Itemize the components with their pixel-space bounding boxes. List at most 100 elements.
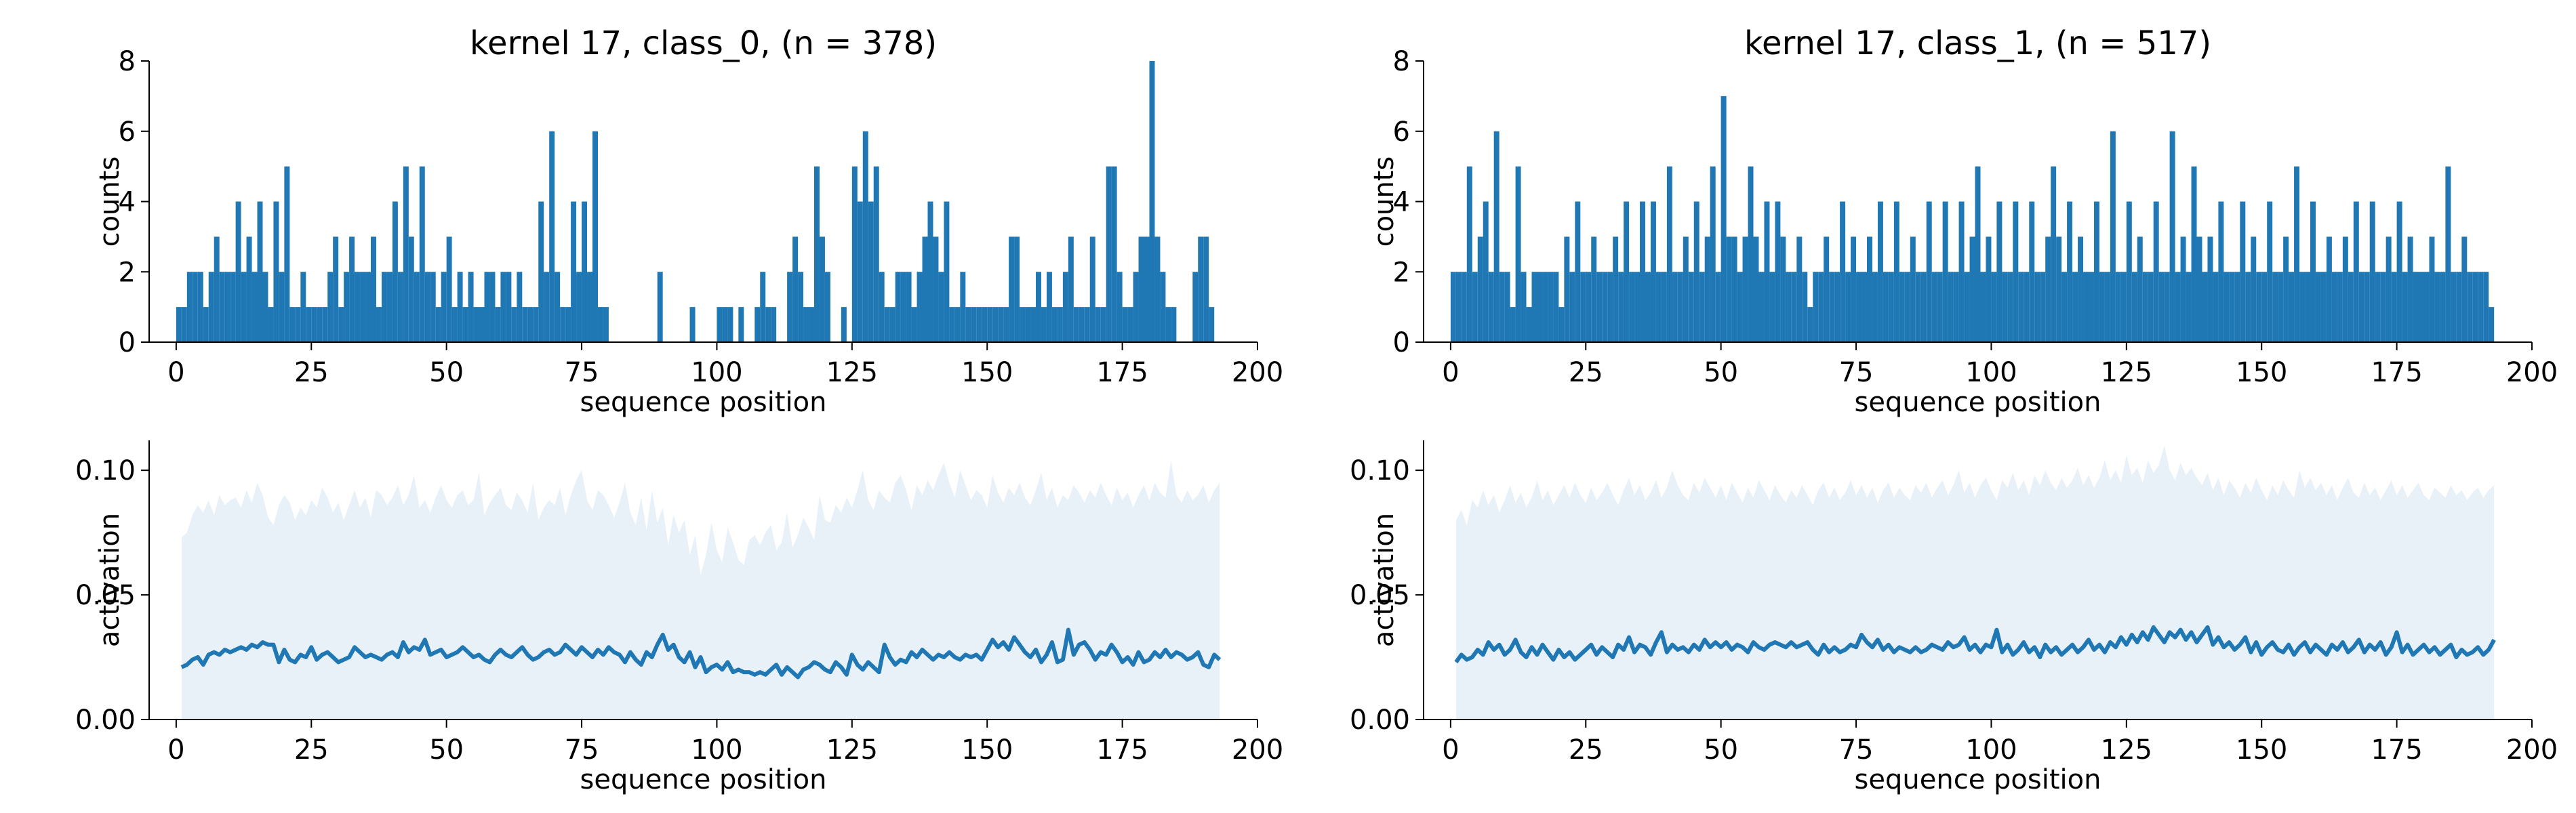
histogram-bar xyxy=(727,307,733,342)
histogram-bar xyxy=(1780,236,1786,342)
histogram-bar xyxy=(506,272,512,342)
histogram-bar xyxy=(1975,166,1981,342)
y-axis-label: activation xyxy=(94,513,125,647)
histogram-bar xyxy=(792,236,799,342)
histogram-bar xyxy=(2386,236,2392,342)
histogram-bar xyxy=(1564,236,1570,342)
x-tick-label: 100 xyxy=(1965,357,2017,388)
histogram-bar xyxy=(819,236,825,342)
histogram-bar xyxy=(1715,272,1721,342)
histogram-bar xyxy=(2061,272,2068,342)
y-tick-label: 8 xyxy=(1393,46,1410,77)
histogram-bar xyxy=(1829,272,1835,342)
histogram-bar xyxy=(1683,236,1689,342)
histogram-bar xyxy=(555,272,561,342)
histogram-bar xyxy=(765,307,771,342)
histogram-bar xyxy=(2007,272,2013,342)
histogram-bar xyxy=(1867,236,1872,342)
y-tick-label: 2 xyxy=(1393,257,1410,288)
histogram-bar xyxy=(722,307,728,342)
histogram-bar xyxy=(2342,236,2348,342)
histogram-bar xyxy=(2083,272,2089,342)
mean-activation-line xyxy=(1454,625,2496,664)
y-tick-label: 6 xyxy=(1393,117,1410,148)
histogram-bar xyxy=(268,307,274,342)
histogram-bar xyxy=(1688,272,1694,342)
histogram-bar xyxy=(2110,131,2116,342)
histogram-bar xyxy=(2467,272,2473,342)
histogram-bar xyxy=(295,307,301,342)
histogram-bar xyxy=(2337,272,2343,342)
histogram-bar xyxy=(565,307,571,342)
histogram-bar xyxy=(473,307,479,342)
histogram-bar xyxy=(1753,236,1759,342)
mean-activation-line xyxy=(180,627,1222,680)
histogram-bar xyxy=(1192,272,1199,342)
histogram-bar xyxy=(1958,201,1965,342)
histogram-bar xyxy=(186,272,193,342)
histogram-bar xyxy=(587,272,592,342)
y-tick-label: 0.10 xyxy=(75,455,136,486)
histogram-bar xyxy=(2489,307,2495,342)
histogram-bar xyxy=(1144,236,1150,342)
histogram-bar xyxy=(597,307,603,342)
histogram-bar xyxy=(1969,236,1975,342)
histogram-bar xyxy=(738,307,744,342)
x-tick-label: 100 xyxy=(691,357,742,388)
histogram-bar xyxy=(1477,236,1483,342)
histogram-bar xyxy=(500,272,506,342)
y-axis-label: counts xyxy=(94,157,125,247)
x-tick-label: 0 xyxy=(167,734,184,766)
histogram-bar xyxy=(1677,272,1683,342)
histogram-bar xyxy=(371,236,376,342)
histogram-bar xyxy=(2229,272,2235,342)
histogram-bar xyxy=(1003,307,1009,342)
histogram-bar xyxy=(1775,201,1781,342)
histogram-bar xyxy=(2089,272,2094,342)
x-tick-label: 75 xyxy=(1839,734,1874,766)
histogram-bar xyxy=(2423,272,2430,342)
histogram-bar xyxy=(2018,272,2024,342)
histogram-bar xyxy=(2051,166,2057,342)
y-axis-label: counts xyxy=(1369,157,1400,247)
histogram-bar xyxy=(2331,272,2337,342)
histogram-bar xyxy=(2396,201,2402,342)
histogram-bar xyxy=(1450,272,1456,342)
chart-panel-4: 0 25 50 75 100 125 150 175 200 0.00 0.05 0.10 sequen… xyxy=(1350,440,2558,795)
histogram-bar xyxy=(1737,272,1743,342)
histogram-bar xyxy=(982,307,988,342)
histogram-bar xyxy=(2158,272,2165,342)
histogram-bar xyxy=(1154,236,1161,342)
histogram-bar xyxy=(582,201,588,342)
histogram-bar xyxy=(1710,166,1716,342)
y-tick-label: 8 xyxy=(119,46,136,77)
histogram-bar xyxy=(1493,131,1500,342)
histogram-bar xyxy=(1542,272,1548,342)
histogram-bar xyxy=(965,307,971,342)
histogram-bar xyxy=(355,272,361,342)
histogram-bar xyxy=(2234,272,2240,342)
histogram-bar xyxy=(414,272,420,342)
histogram-bar xyxy=(1910,236,1916,342)
histogram-bar xyxy=(1198,236,1204,342)
histogram-bar xyxy=(1580,272,1586,342)
histogram-bar xyxy=(251,272,258,342)
x-axis-label: sequence position xyxy=(1855,387,2101,418)
histogram-bar xyxy=(1586,272,1592,342)
histogram-bar xyxy=(2315,272,2321,342)
histogram-bar xyxy=(2283,236,2289,342)
histogram-bar xyxy=(2213,272,2219,342)
x-tick-label: 175 xyxy=(2371,734,2422,766)
histogram-bar xyxy=(1203,236,1209,342)
histogram-bar xyxy=(208,272,214,342)
histogram-bar xyxy=(917,272,923,342)
histogram-bar xyxy=(1840,201,1846,342)
histogram-bar xyxy=(1931,272,1937,342)
histogram-bar xyxy=(403,166,409,342)
histogram-bar xyxy=(2013,201,2019,342)
histogram-bar xyxy=(527,307,534,342)
histogram-bar xyxy=(2164,272,2170,342)
histogram-bar xyxy=(2099,272,2105,342)
histogram-bar xyxy=(1030,307,1036,342)
histogram-bar xyxy=(1742,236,1748,342)
